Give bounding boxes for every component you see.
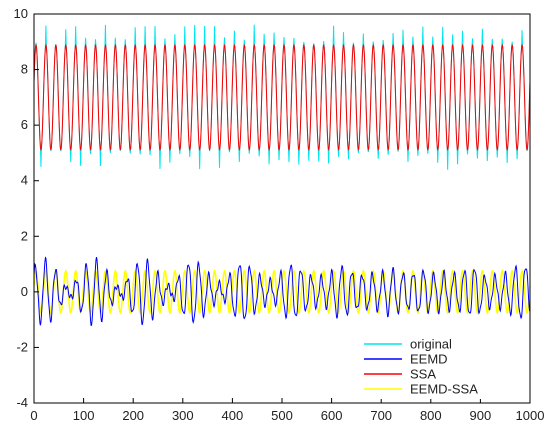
y-tick-label: 8: [21, 62, 28, 77]
series-layer: [33, 24, 531, 326]
y-tick-label: 10: [14, 6, 28, 21]
x-tick-label: 700: [370, 408, 392, 423]
legend-label: EEMD-SSA: [410, 382, 478, 397]
x-tick-label: 1000: [516, 408, 545, 423]
y-tick-label: 2: [21, 228, 28, 243]
x-tick-label: 800: [420, 408, 442, 423]
x-tick-label: 200: [122, 408, 144, 423]
y-tick-label: 6: [21, 117, 28, 132]
x-tick-label: 500: [271, 408, 293, 423]
y-tick-label: 0: [21, 284, 28, 299]
x-tick-label: 300: [172, 408, 194, 423]
series-line-ssa: [33, 44, 531, 151]
y-tick-label: 4: [21, 173, 28, 188]
x-tick-label: 100: [73, 408, 95, 423]
y-tick-label: -2: [16, 339, 28, 354]
legend-label: original: [410, 337, 452, 352]
x-tick-label: 400: [222, 408, 244, 423]
x-tick-label: 900: [470, 408, 492, 423]
y-tick-label: -4: [16, 395, 28, 410]
legend-label: EEMD: [410, 352, 448, 367]
series-line-eemd: [33, 256, 531, 326]
legend-label: SSA: [410, 367, 436, 382]
x-tick-label: 0: [30, 408, 37, 423]
x-tick-label: 600: [321, 408, 343, 423]
axis-ticks: 0 100 200 300 400 500 600 700 800 900 1000 -4 -2 0 2 4 6…: [14, 6, 545, 423]
